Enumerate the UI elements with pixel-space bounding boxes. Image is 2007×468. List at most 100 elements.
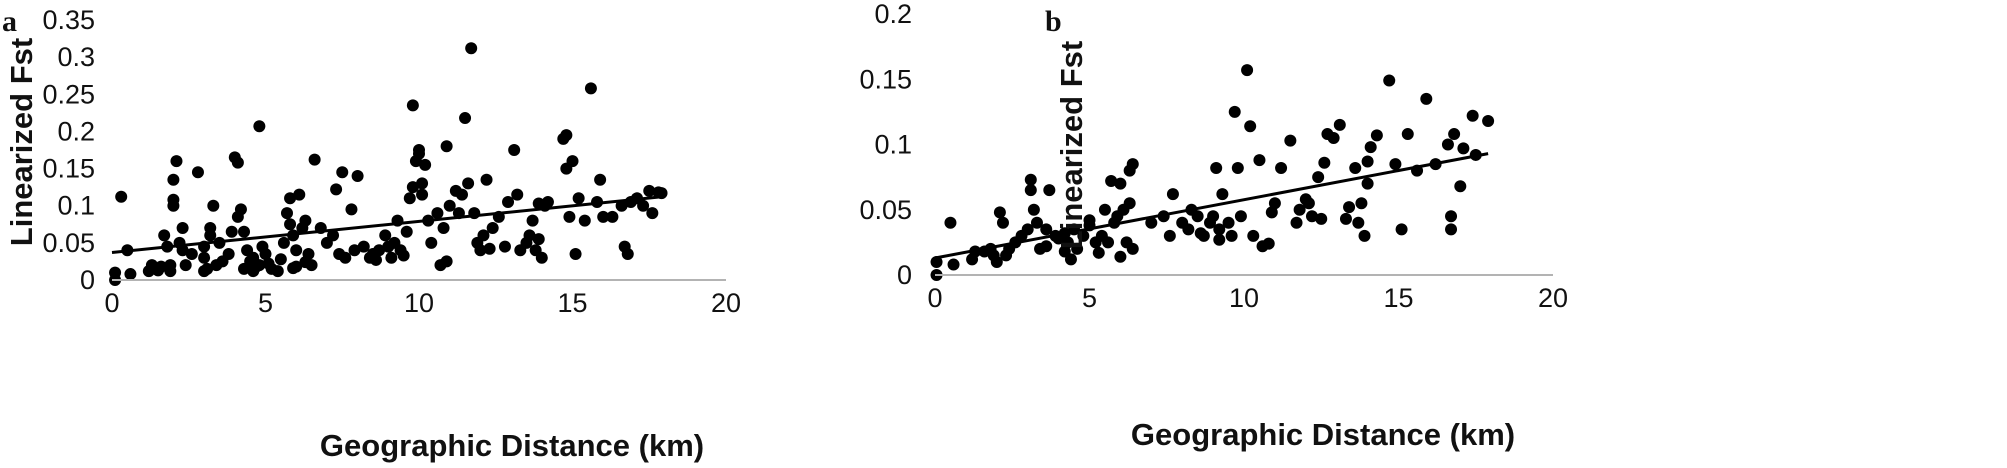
data-point xyxy=(1213,223,1226,236)
data-point xyxy=(1040,223,1053,236)
data-point xyxy=(308,153,321,166)
data-point xyxy=(225,225,238,238)
data-point xyxy=(1355,197,1368,210)
data-point xyxy=(1213,233,1226,246)
y-tick-label: 0.35 xyxy=(42,5,95,35)
data-point xyxy=(498,240,511,253)
data-point xyxy=(400,225,413,238)
data-point xyxy=(1071,242,1084,255)
data-point xyxy=(348,244,361,257)
data-point xyxy=(474,244,487,257)
data-point xyxy=(253,120,266,133)
data-point xyxy=(1268,197,1281,210)
data-point xyxy=(299,214,312,227)
data-point xyxy=(406,99,419,112)
data-point xyxy=(1318,156,1331,169)
data-point xyxy=(413,144,425,156)
data-point xyxy=(990,255,1003,268)
x-tick-labels-a: 0 5 10 15 20 xyxy=(104,288,741,318)
x-tick-labels-b: 0 5 10 15 20 xyxy=(927,283,1568,313)
y-tick-labels-b: 0 0.05 0.1 0.15 0.2 xyxy=(859,0,912,290)
data-point xyxy=(167,193,180,206)
y-tick-label: 0.1 xyxy=(874,130,912,160)
data-point xyxy=(327,229,340,242)
data-point xyxy=(526,214,539,227)
data-point xyxy=(1358,229,1371,242)
data-point xyxy=(198,251,211,264)
data-point xyxy=(646,207,659,220)
data-point xyxy=(1064,253,1077,266)
data-point xyxy=(996,216,1009,229)
data-point xyxy=(1247,229,1260,242)
data-point xyxy=(1290,216,1303,229)
data-point xyxy=(594,173,607,186)
data-point xyxy=(1077,229,1090,242)
y-tick-label: 0.2 xyxy=(57,116,95,146)
data-point xyxy=(1293,203,1306,216)
data-point xyxy=(1302,197,1315,210)
data-point xyxy=(1191,210,1204,223)
data-point xyxy=(247,265,260,278)
data-point xyxy=(271,265,284,278)
data-point xyxy=(578,214,591,227)
data-point xyxy=(462,177,475,190)
data-point xyxy=(1126,242,1139,255)
data-point xyxy=(1420,92,1433,105)
x-tick-label: 0 xyxy=(927,283,942,313)
data-point xyxy=(287,262,300,275)
data-point xyxy=(176,222,189,234)
data-point xyxy=(1445,210,1458,223)
data-point xyxy=(170,155,183,168)
data-point xyxy=(1352,216,1365,229)
data-point xyxy=(179,259,192,272)
data-point xyxy=(1061,236,1074,249)
data-point xyxy=(1231,161,1244,174)
data-point xyxy=(1123,197,1136,210)
data-point xyxy=(176,244,189,257)
data-point xyxy=(1312,171,1325,184)
data-point xyxy=(1166,188,1179,201)
data-point xyxy=(1370,129,1383,142)
x-tick-label: 10 xyxy=(404,288,434,318)
data-point xyxy=(1265,206,1278,219)
y-axis-label-b: Linearized Fst xyxy=(1054,41,1089,249)
y-tick-label: 0.1 xyxy=(57,191,95,221)
data-point xyxy=(572,192,585,205)
data-point xyxy=(440,140,453,153)
data-points-b xyxy=(930,64,1495,281)
data-point xyxy=(1000,249,1013,262)
data-point xyxy=(277,236,290,249)
data-point xyxy=(508,144,521,156)
data-point xyxy=(1126,158,1139,171)
data-point xyxy=(259,248,272,260)
data-point xyxy=(455,188,468,201)
data-point xyxy=(584,82,597,95)
data-point xyxy=(1482,115,1495,128)
data-point xyxy=(1092,246,1105,259)
x-axis-label-a: Geographic Distance (km) xyxy=(320,428,704,463)
data-point xyxy=(1333,118,1346,131)
data-point xyxy=(563,210,576,223)
data-point xyxy=(419,158,432,171)
data-point xyxy=(606,210,619,223)
data-points-a xyxy=(109,42,668,286)
data-point xyxy=(431,207,444,220)
data-point xyxy=(274,253,287,266)
data-point xyxy=(370,253,383,266)
trendline-b xyxy=(934,152,1489,260)
data-point xyxy=(238,225,251,238)
data-point xyxy=(152,264,165,277)
data-point xyxy=(1021,223,1034,236)
data-point xyxy=(164,259,177,272)
data-point xyxy=(1275,161,1288,174)
data-point xyxy=(535,251,548,264)
data-point xyxy=(1349,161,1362,174)
data-point xyxy=(1339,212,1352,225)
data-point xyxy=(198,265,211,278)
data-point xyxy=(532,233,545,246)
data-point xyxy=(191,166,204,179)
x-tick-label: 5 xyxy=(258,288,273,318)
data-point xyxy=(231,156,244,169)
data-point xyxy=(459,112,472,125)
data-point xyxy=(385,251,398,264)
